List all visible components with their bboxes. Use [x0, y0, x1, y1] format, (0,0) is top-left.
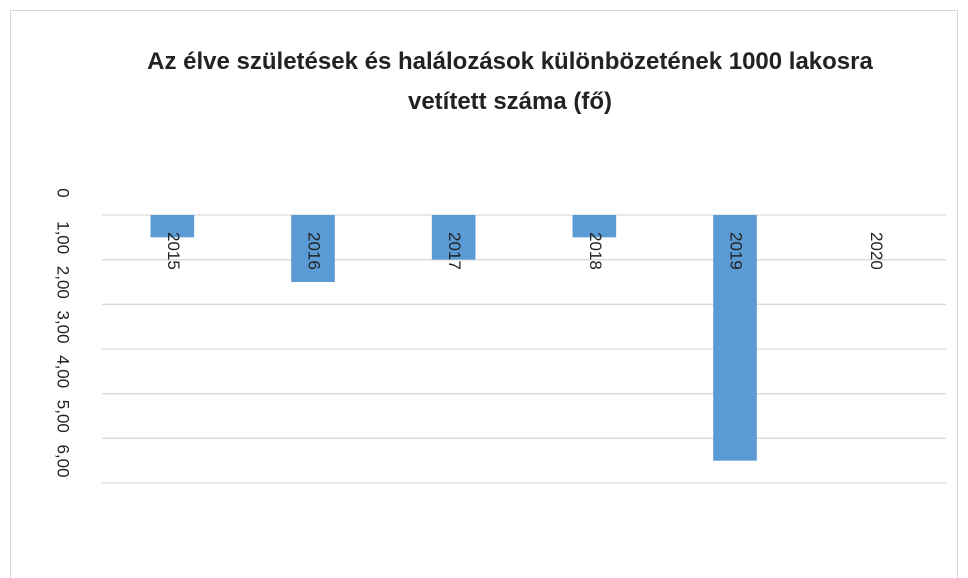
bar — [150, 215, 195, 238]
chart-border — [10, 10, 958, 578]
x-tick-label: 2015 — [164, 232, 183, 270]
y-tick-label: 0 — [54, 188, 73, 197]
bar — [572, 215, 617, 238]
y-tick-label: 3,00 — [54, 310, 73, 343]
x-tick-label: 2017 — [445, 232, 464, 270]
bar — [291, 215, 335, 282]
x-tick-label: 2016 — [305, 232, 324, 270]
x-tick-label: 2020 — [867, 232, 886, 270]
bar — [713, 215, 757, 461]
x-tick-label: 2019 — [727, 232, 746, 270]
y-tick-label: 1,00 — [54, 221, 73, 254]
y-tick-label: 2,00 — [54, 266, 73, 299]
chart-title: Az élve születések és halálozások különb… — [147, 48, 873, 115]
bar — [431, 215, 476, 260]
y-tick-label: 5,00 — [54, 400, 73, 433]
y-tick-label: 4,00 — [54, 355, 73, 388]
y-tick-label: 6,00 — [54, 444, 73, 477]
x-tick-label: 2018 — [586, 232, 605, 270]
